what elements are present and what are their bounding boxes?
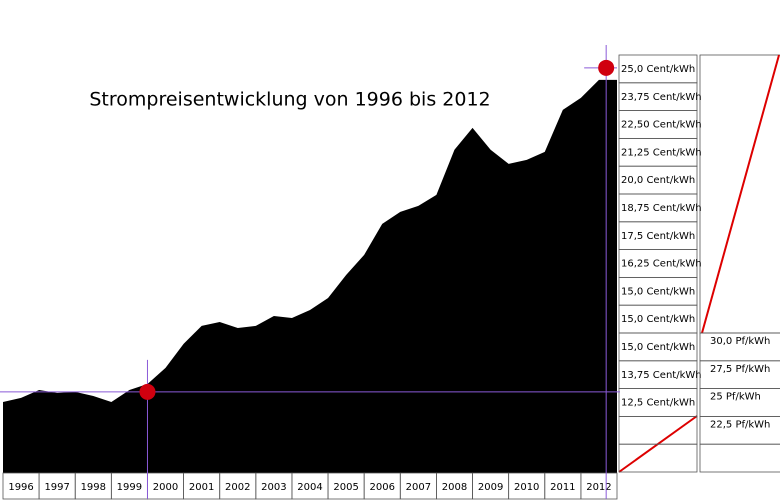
x-tick-label: 2002 bbox=[225, 482, 250, 493]
x-tick-label: 1996 bbox=[8, 482, 33, 493]
table-cell bbox=[618, 443, 698, 473]
chart-title: Strompreisentwicklung von 1996 bis 2012 bbox=[89, 89, 490, 111]
price-label: 22,50 Cent/kWh bbox=[621, 120, 702, 131]
x-tick-label: 2003 bbox=[261, 482, 286, 493]
x-tick-label: 2009 bbox=[478, 482, 503, 493]
price-label: 12,5 Cent/kWh bbox=[621, 398, 695, 409]
price-label: 17,5 Cent/kWh bbox=[621, 231, 695, 242]
price-label: 21,25 Cent/kWh bbox=[621, 147, 702, 158]
x-tick-label: 1998 bbox=[81, 482, 106, 493]
table-cell bbox=[699, 443, 780, 473]
price-label: 15,0 Cent/kWh bbox=[621, 342, 695, 353]
x-tick-label: 2010 bbox=[514, 482, 539, 493]
table-cell bbox=[618, 415, 698, 445]
x-tick-label: 1997 bbox=[44, 482, 69, 493]
price-label: 20,0 Cent/kWh bbox=[621, 175, 695, 186]
x-tick-label: 2011 bbox=[550, 482, 575, 493]
x-tick-label: 2008 bbox=[442, 482, 467, 493]
price-label: 23,75 Cent/kWh bbox=[621, 92, 702, 103]
x-tick-label: 2006 bbox=[370, 482, 395, 493]
x-tick-label: 2000 bbox=[153, 482, 178, 493]
price-label: 25,0 Cent/kWh bbox=[621, 64, 695, 75]
price-label: 30,0 Pf/kWh bbox=[710, 336, 770, 347]
highlight-point bbox=[598, 59, 615, 76]
price-label: 15,0 Cent/kWh bbox=[621, 314, 695, 325]
x-tick-label: 2004 bbox=[297, 482, 322, 493]
x-tick-label: 2005 bbox=[333, 482, 358, 493]
price-label: 16,25 Cent/kWh bbox=[621, 259, 702, 270]
price-label: 18,75 Cent/kWh bbox=[621, 203, 702, 214]
table-cell bbox=[580, 472, 618, 500]
price-label: 13,75 Cent/kWh bbox=[621, 370, 702, 381]
x-tick-label: 2012 bbox=[586, 482, 611, 493]
area bbox=[3, 79, 617, 473]
price-label: 15,0 Cent/kWh bbox=[621, 286, 695, 297]
x-tick-label: 2007 bbox=[406, 482, 431, 493]
highlight-point bbox=[139, 383, 156, 400]
x-tick-label: 2001 bbox=[189, 482, 214, 493]
trend-line bbox=[701, 54, 780, 334]
x-tick-label: 1999 bbox=[117, 482, 142, 493]
price-label: 27,5 Pf/kWh bbox=[710, 364, 770, 375]
price-label: 25 Pf/kWh bbox=[710, 392, 761, 403]
price-label: 22,5 Pf/kWh bbox=[710, 419, 770, 430]
